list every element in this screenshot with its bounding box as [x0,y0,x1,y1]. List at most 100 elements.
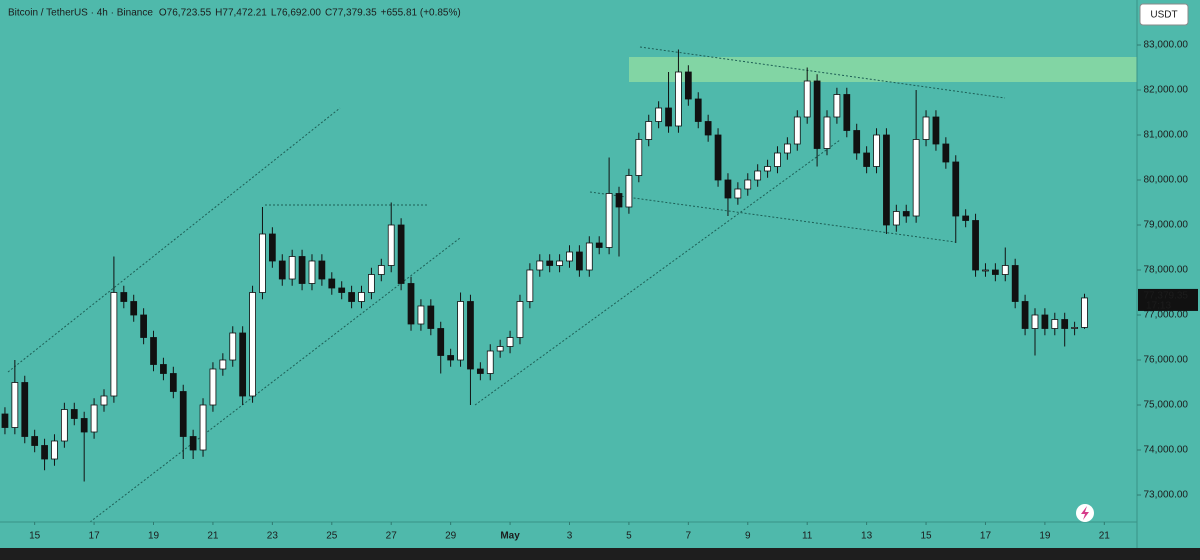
candle-body [239,332,247,397]
candle-body [358,292,365,302]
candle-body [724,179,732,199]
candle-body [61,409,68,442]
y-tick-label: 81,000.00 [1144,130,1189,141]
candle-body [734,188,742,199]
ohlc-legend: +655.81 (+0.85%) [381,8,461,19]
candle-body [585,242,593,271]
candle-body [407,283,415,325]
candle-body [348,292,355,302]
candle-body [873,134,880,167]
currency-button[interactable] [1139,3,1189,26]
x-tick-label: 11 [802,531,813,542]
candle-body [754,170,762,181]
candle-body [1021,301,1029,329]
candle-body [556,260,563,266]
candle-body [486,350,494,374]
y-tick-label: 80,000.00 [1144,175,1189,186]
candle-body [11,382,19,428]
trendline [474,139,841,406]
candle-body [635,139,643,176]
y-tick-label: 82,000.00 [1144,85,1189,96]
candle-body [140,314,147,338]
candle-body [912,139,920,217]
candle-body [526,269,534,302]
x-tick-label: 29 [445,531,457,542]
candle-body [774,152,781,167]
x-tick-label: 19 [148,531,160,542]
candle-body [942,143,950,163]
y-tick-label: 79,000.00 [1144,220,1189,231]
candle-body [1,413,9,428]
ohlc-legend: L76,692.00 [271,8,321,19]
candle-body [70,409,78,419]
candle-body [1011,265,1019,302]
last-price-label: 77,379.35 [1144,291,1189,302]
candle-body [665,107,672,127]
y-tick-label: 75,000.00 [1144,400,1189,411]
candle-body [278,260,286,280]
candle-body [437,328,445,356]
x-tick-label: May [500,531,520,542]
candle-body [110,292,118,397]
candle-body [496,346,504,352]
resistance-zone [629,57,1137,82]
x-tick-label: 7 [686,531,692,542]
candle-body [229,332,237,361]
candle-body [298,256,306,284]
trendline [7,107,341,373]
candle-body [714,134,722,181]
candle-body [655,107,662,122]
candle-body [41,445,48,460]
candle-body [546,260,554,266]
candle-body [645,121,653,140]
x-tick-label: 21 [207,531,219,542]
candle-body [784,143,791,154]
x-tick-label: 27 [386,531,398,542]
y-tick-label: 74,000.00 [1144,445,1189,456]
header: Bitcoin / TetherUS · 4h · Binance O76,723… [8,8,461,19]
candle-body [1071,327,1078,329]
ohlc-legend: O76,723.55 [159,8,212,19]
ohlc-legend: H77,472.21 [215,8,267,19]
candle-body [1001,265,1009,275]
x-tick-label: 19 [1039,531,1051,542]
candle-body [130,301,138,316]
candle-body [793,116,801,145]
candle-body [51,440,58,460]
y-tick-label: 76,000.00 [1144,355,1189,366]
candle-body [991,269,999,275]
candle-body [476,368,484,374]
candle-body [853,130,861,154]
candle-body [506,337,514,347]
candle-body [318,260,326,280]
candle-body [259,233,266,293]
candle-body [684,71,692,100]
y-tick-label: 77,000.00 [1144,310,1189,321]
candle-body [843,94,851,131]
candle-body [31,436,39,446]
candle-body [467,301,474,370]
candle-body [377,265,385,275]
candle-body [922,116,930,140]
x-tick-label: 5 [626,531,632,542]
y-tick-label: 78,000.00 [1144,265,1189,276]
countdown-label: 17:13 [1146,301,1171,312]
candle-body [417,305,425,325]
candle-body [179,391,187,437]
candle-body [90,404,98,433]
candle-body [932,116,940,145]
candle-body [219,359,227,370]
candle-body [605,193,613,248]
candle-body [883,134,890,226]
candle-body [764,166,771,172]
x-tick-label: 9 [745,531,751,542]
candle-body [566,251,573,262]
trendline [639,46,1006,99]
candle-body [160,364,167,374]
candle-body [694,98,702,122]
currency-label[interactable]: USDT [1150,10,1177,21]
candle-body [675,71,682,127]
alert-icon-bolt [1081,506,1089,520]
candle-body [387,224,395,266]
candle-body [803,80,811,118]
